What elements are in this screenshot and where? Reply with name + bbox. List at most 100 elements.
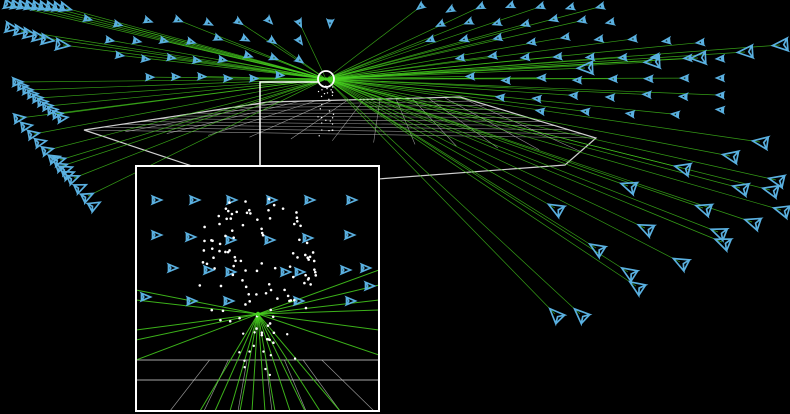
cloud-point [243, 366, 246, 369]
cloud-point [248, 350, 251, 353]
camera-frustum-icon [534, 0, 547, 10]
camera-frustum-icon [293, 53, 305, 64]
camera-frustum-icon [750, 135, 771, 152]
camera-frustum-icon [641, 90, 653, 100]
sight-ray [257, 313, 379, 331]
grid-line [443, 97, 540, 150]
camera-frustum-icon [18, 120, 35, 134]
cloud-point [264, 291, 268, 295]
cloud-point [271, 315, 275, 319]
sight-ray [325, 78, 629, 273]
cloud-point [332, 91, 334, 94]
sight-ray [20, 30, 327, 80]
camera-frustum-icon [693, 203, 715, 219]
sight-ray [47, 78, 327, 151]
camera-frustum-icon [627, 280, 649, 298]
camera-frustum-icon [165, 52, 177, 62]
sight-ray [325, 55, 493, 80]
sight-ray [325, 78, 753, 223]
inset-point-cloud [198, 197, 318, 377]
camera-frustum-icon [50, 109, 65, 121]
sight-ray [199, 313, 259, 411]
camera-frustum-icon [576, 15, 588, 24]
cloud-point [228, 319, 232, 323]
sight-ray [325, 78, 723, 243]
cloud-point [286, 333, 289, 336]
camera-frustum-icon [224, 234, 238, 246]
cloud-point [218, 242, 222, 246]
camera-frustum-icon [150, 229, 164, 241]
grid-line [208, 100, 317, 136]
camera-frustum-icon [552, 51, 564, 61]
camera-frustum-icon [45, 105, 60, 117]
cloud-point [267, 197, 271, 201]
cloud-point [267, 208, 270, 212]
cloud-point [321, 129, 323, 131]
cloud-point [304, 273, 307, 277]
sight-ray [325, 78, 777, 181]
cloud-point [272, 203, 276, 207]
camera-frustum-icon [57, 0, 74, 13]
cloud-point [260, 262, 264, 265]
cloud-point [295, 219, 299, 223]
cloud-point [276, 297, 279, 300]
cloud-point [321, 122, 323, 124]
camera-frustum-icon [222, 295, 236, 307]
cloud-point [241, 332, 245, 335]
cloud-point [272, 331, 276, 335]
camera-frustum-icon [564, 1, 577, 11]
camera-frustum-icon [720, 149, 741, 166]
grid-line [83, 129, 597, 139]
cloud-point [293, 357, 297, 360]
sight-ray [257, 313, 291, 411]
sight-ray [325, 20, 582, 80]
sight-ray [73, 78, 327, 179]
camera-frustum-icon [714, 105, 726, 115]
cloud-point [218, 222, 221, 226]
sight-ray [118, 24, 327, 80]
camera-frustum-icon [32, 137, 49, 150]
camera-frustum-icon [55, 113, 70, 125]
target-ring-icon[interactable] [317, 70, 335, 88]
camera-frustum-icon [202, 17, 214, 26]
sight-ray [251, 313, 259, 411]
camera-frustum-icon [363, 280, 377, 292]
cloud-point [283, 288, 286, 292]
camera-frustum-icon [57, 165, 75, 178]
sight-ray [239, 313, 259, 411]
camera-frustum-icon [196, 71, 208, 81]
cloud-point [305, 241, 309, 245]
camera-frustum-icon [714, 90, 726, 100]
cloud-point [255, 293, 258, 296]
cloud-point [272, 341, 275, 345]
cloud-point [205, 262, 209, 266]
grid-line [120, 124, 569, 131]
grid-line [166, 100, 301, 134]
sight-ray [325, 78, 637, 287]
camera-array [1, 0, 790, 327]
camera-frustum-icon [16, 80, 30, 92]
sight-ray [325, 78, 704, 209]
cloud-point [269, 354, 273, 357]
cloud-point [325, 119, 327, 122]
camera-frustum-icon [579, 107, 591, 117]
cloud-point [304, 253, 307, 257]
camera-frustum-icon [85, 201, 102, 215]
sight-ray [257, 299, 379, 315]
sight-ray [325, 44, 781, 80]
camera-frustum-icon [225, 194, 239, 206]
camera-frustum-icon [184, 231, 198, 243]
cloud-point [241, 223, 245, 227]
cloud-point [244, 285, 248, 289]
sight-ray [229, 313, 259, 411]
sight-ray [87, 78, 327, 197]
sight-ray [325, 78, 771, 191]
sight-ray [325, 78, 719, 233]
camera-frustum-icon [293, 266, 307, 278]
camera-frustum-icon [534, 107, 546, 117]
camera-frustum-icon [211, 32, 224, 41]
camera-frustum-icon [21, 26, 39, 40]
cloud-point [319, 108, 322, 110]
